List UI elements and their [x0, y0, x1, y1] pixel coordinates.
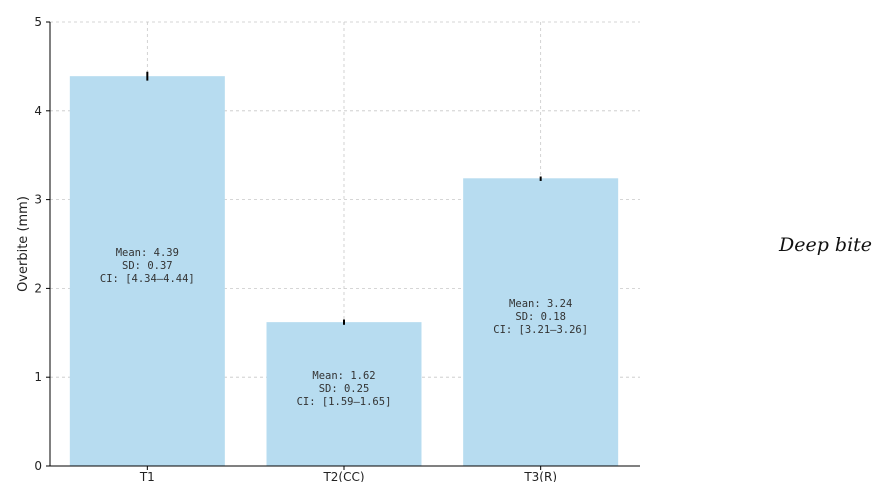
y-tick-label: 3 — [34, 193, 42, 207]
annotation-sd: SD: 0.37 — [122, 260, 173, 272]
bar-t1 — [69, 76, 225, 466]
y-tick-label: 2 — [34, 281, 42, 295]
bar-annotations: Mean: 4.39 SD: 0.37 CI: [4.34–4.44] Mean: 1… — [100, 247, 588, 408]
bar-annotation: Mean: 1.62 SD: 0.25 CI: [1.59–1.65] — [297, 370, 392, 408]
error-bars — [146, 71, 542, 325]
y-tick-label: 1 — [34, 370, 42, 384]
bar-annotation: Mean: 4.39 SD: 0.37 CI: [4.34–4.44] — [100, 247, 195, 285]
annotation-ci: CI: [1.59–1.65] — [297, 396, 392, 408]
bar-t2-cc- — [266, 322, 422, 466]
annotation-mean: Mean: 1.62 — [312, 370, 375, 382]
annotation-ci: CI: [4.34–4.44] — [100, 273, 195, 285]
y-axis-label: Overbite (mm) — [16, 196, 31, 292]
y-tick-label: 0 — [34, 459, 42, 473]
axes: 0 1 2 3 4 5 T1 T2(CC) T3(R) — [34, 15, 640, 482]
x-tick-label: T3(R) — [523, 470, 557, 482]
x-tick-label: T1 — [139, 470, 155, 482]
bar-t3-r- — [463, 178, 619, 466]
annotation-mean: Mean: 3.24 — [509, 298, 572, 310]
deep-bite-label: Deep bite — [779, 234, 873, 256]
annotation-sd: SD: 0.25 — [319, 383, 370, 395]
annotation-sd: SD: 0.18 — [515, 311, 566, 323]
annotation-ci: CI: [3.21–3.26] — [493, 324, 588, 336]
bar-annotation: Mean: 3.24 SD: 0.18 CI: [3.21–3.26] — [493, 298, 588, 336]
y-tick-label: 5 — [34, 15, 42, 29]
annotation-mean: Mean: 4.39 — [116, 247, 179, 259]
y-tick-label: 4 — [34, 104, 42, 118]
bars — [69, 76, 619, 466]
x-tick-label: T2(CC) — [322, 470, 364, 482]
